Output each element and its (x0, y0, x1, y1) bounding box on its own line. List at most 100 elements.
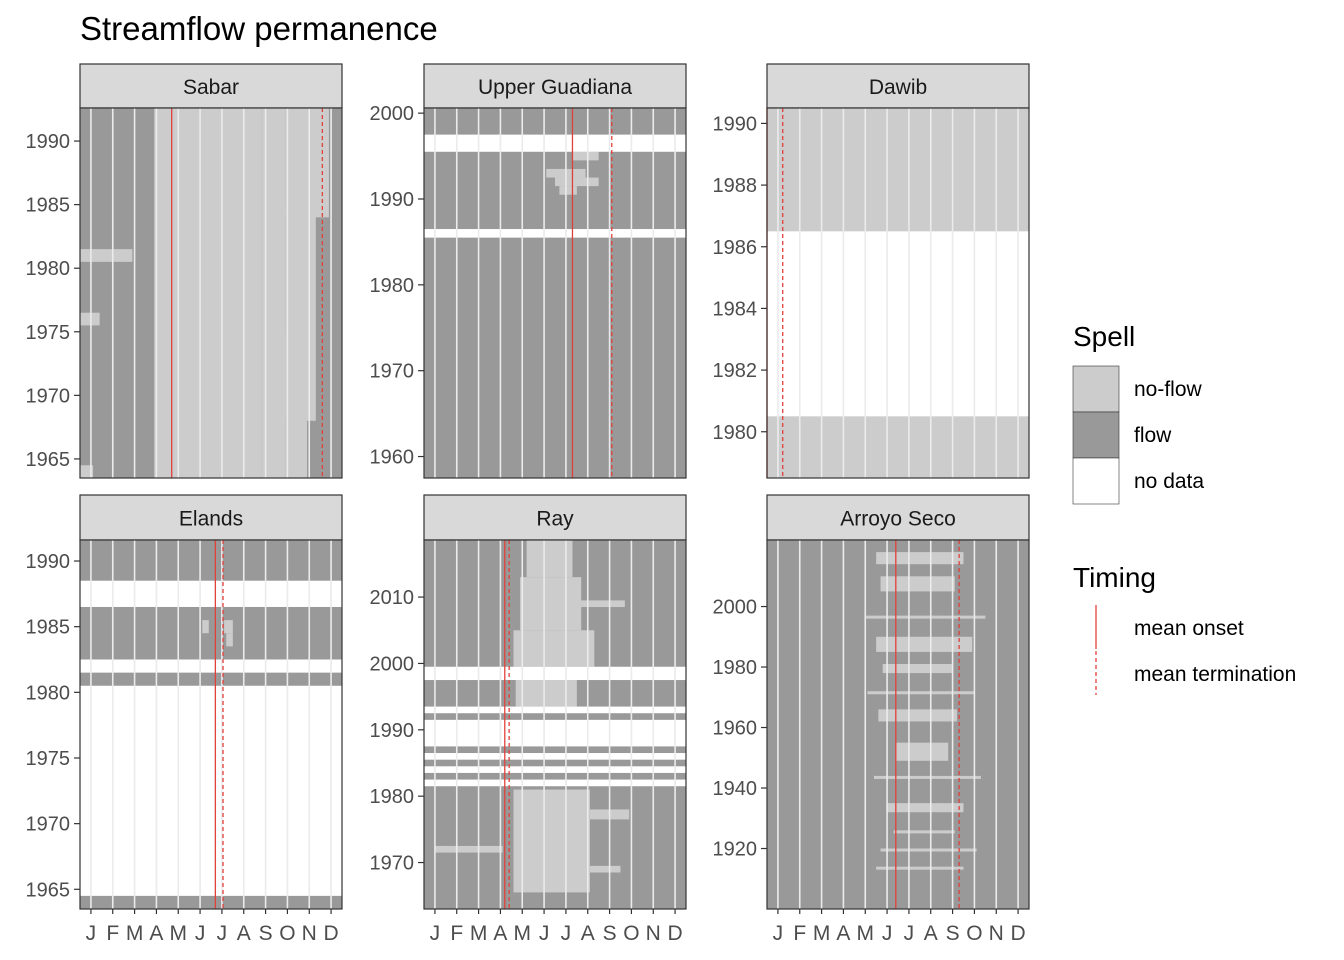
x-tick-label: J (539, 922, 550, 945)
panel-upper-guadiana: Upper Guadiana 1960 1970 1980 1990 2000 (370, 63, 687, 479)
x-tick-label: F (793, 922, 806, 945)
y-tick-label: 1990 (713, 113, 758, 135)
panel-sabar: Sabar 1965 1970 1975 1980 1985 1990 (26, 63, 343, 479)
noflow-cell (171, 108, 262, 478)
x-tick-label: S (603, 922, 617, 945)
y-tick-label: 1990 (370, 189, 415, 211)
y-tick-label: 1980 (370, 275, 415, 297)
no-data-band (80, 685, 342, 896)
x-tick-label: M (470, 922, 488, 945)
legend-spell-title: Spell (1073, 321, 1135, 352)
y-tick-label: 1920 (713, 839, 758, 861)
y-tick-label: 1980 (26, 258, 71, 280)
noflow-cell (893, 830, 955, 834)
noflow-cell (515, 680, 577, 707)
x-tick-label: D (323, 922, 338, 945)
legend-spell-key (1072, 411, 1120, 459)
strip-label: Arroyo Seco (840, 508, 956, 531)
noflow-cell (865, 615, 986, 619)
legend-timing-label: mean termination (1134, 663, 1296, 686)
background-spell (767, 540, 1029, 909)
strip-label: Sabar (183, 76, 239, 99)
y-tick-label: 1960 (370, 447, 415, 469)
strip-background (423, 494, 687, 541)
x-tick-label: N (302, 922, 317, 945)
no-data-band (424, 706, 686, 714)
noflow-cell (224, 620, 233, 634)
no-data-band (424, 134, 686, 152)
noflow-cell (887, 803, 964, 813)
legend-spell-key (1072, 457, 1120, 505)
y-tick-label: 1965 (26, 879, 71, 901)
strip-label: Ray (536, 508, 574, 531)
no-data-band (80, 659, 342, 673)
noflow-cell (589, 865, 621, 873)
x-tick-label: A (237, 922, 251, 945)
y-tick-label: 1980 (370, 786, 415, 808)
x-tick-label: A (924, 922, 938, 945)
no-data-band (424, 719, 686, 747)
x-tick-label: J (904, 922, 915, 945)
y-tick-label: 2010 (370, 587, 415, 609)
noflow-cell (202, 620, 209, 634)
noflow-cell (559, 186, 577, 195)
no-data-band (424, 753, 686, 760)
legend-spell-label: no-flow (1134, 378, 1203, 401)
legend-spell-label: no data (1134, 470, 1204, 493)
strip-label: Upper Guadiana (478, 76, 632, 99)
legend-spell-key (1072, 365, 1120, 413)
x-tick-label: A (149, 922, 163, 945)
legend-timing-title: Timing (1073, 562, 1156, 593)
x-tick-label: J (882, 922, 893, 945)
y-tick-label: 1970 (370, 361, 415, 383)
y-tick-label: 1975 (26, 748, 71, 770)
noflow-cell (572, 151, 599, 161)
x-tick-label: S (259, 922, 273, 945)
no-data-band (80, 580, 342, 607)
noflow-cell (513, 789, 590, 893)
y-tick-label: 1986 (713, 237, 758, 259)
noflow-cell (882, 664, 953, 674)
x-tick-label: N (646, 922, 661, 945)
y-tick-label: 1985 (26, 617, 71, 639)
x-tick-label: O (623, 922, 639, 945)
panel-border (423, 539, 687, 910)
noflow-cell (576, 600, 625, 608)
y-tick-label: 1940 (713, 778, 758, 800)
y-tick-label: 1990 (26, 131, 71, 153)
panel-border (766, 107, 1030, 479)
y-tick-label: 1980 (713, 422, 758, 444)
noflow-cell (895, 742, 949, 761)
noflow-cell (434, 845, 503, 853)
strip-background (766, 494, 1030, 541)
noflow-cell (80, 465, 94, 478)
legend: Spell no-flow flow no data Timing mean onset m… (1072, 321, 1296, 695)
x-tick-label: M (857, 922, 875, 945)
x-tick-label: O (279, 922, 295, 945)
background-spell (424, 108, 686, 478)
panel-border (79, 107, 343, 479)
strip-label: Elands (179, 508, 243, 531)
legend-timing-label: mean onset (1134, 617, 1244, 640)
noflow-cell (876, 636, 973, 652)
noflow-cell (285, 204, 316, 421)
y-tick-label: 1970 (26, 385, 71, 407)
noflow-cell (878, 709, 957, 722)
panel-border (79, 539, 343, 910)
x-tick-label: J (217, 922, 228, 945)
y-tick-label: 1984 (713, 298, 758, 320)
no-data-band (424, 229, 686, 238)
y-tick-label: 2000 (370, 653, 415, 675)
noflow-cell (880, 848, 977, 852)
noflow-cell (880, 576, 955, 592)
no-data-band (424, 666, 686, 681)
panel-dawib: Dawib 1980 1982 1984 1986 1988 1990 (713, 63, 1030, 479)
x-tick-label: F (450, 922, 463, 945)
x-tick-label: D (667, 922, 682, 945)
y-tick-label: 2000 (713, 597, 758, 619)
